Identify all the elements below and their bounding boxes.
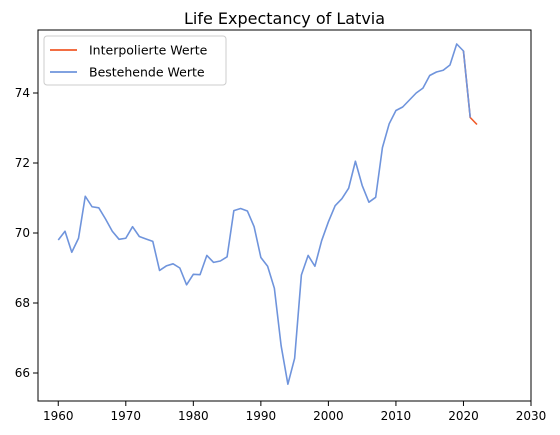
- legend-label: Interpolierte Werte: [89, 43, 208, 58]
- x-axis: 1960 1970 1980 1990 2000 2010 2020 2030: [43, 401, 546, 423]
- plot-area: [57, 43, 478, 386]
- x-tick-label: 1970: [111, 409, 142, 423]
- y-axis: 66 68 70 72 74: [15, 86, 38, 380]
- x-tick-label: 2030: [516, 409, 547, 423]
- x-tick-label: 1980: [178, 409, 209, 423]
- y-tick-label: 72: [15, 156, 30, 170]
- plot-frame: [37, 29, 532, 402]
- legend-label: Bestehende Werte: [89, 65, 205, 80]
- series-line-1: [57, 43, 472, 386]
- y-tick-label: 66: [15, 366, 30, 380]
- x-tick-label: 2000: [313, 409, 344, 423]
- x-tick-label: 1990: [246, 409, 277, 423]
- x-tick-label: 2020: [448, 409, 479, 423]
- y-tick-label: 74: [15, 86, 30, 100]
- y-tick-label: 70: [15, 226, 30, 240]
- chart-title: Life Expectancy of Latvia: [184, 9, 385, 28]
- legend-box: [43, 35, 227, 86]
- x-tick-label: 1960: [43, 409, 74, 423]
- x-tick-label: 2010: [381, 409, 412, 423]
- y-tick-label: 68: [15, 296, 30, 310]
- legend: Interpolierte Werte Bestehende Werte: [43, 35, 227, 86]
